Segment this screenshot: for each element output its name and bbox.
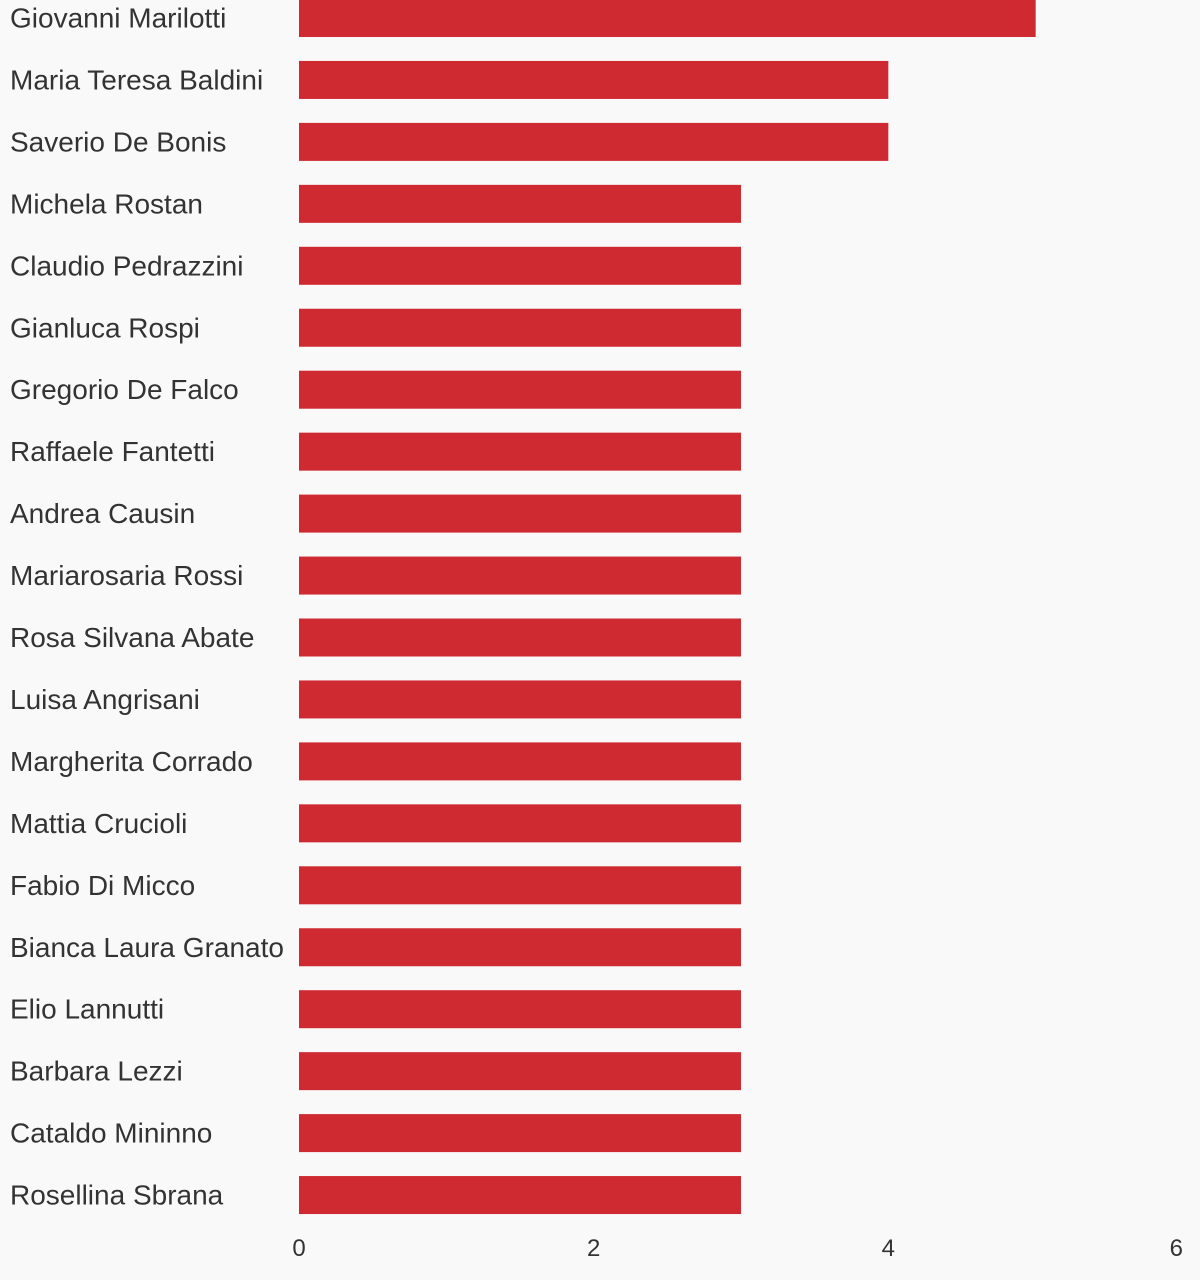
category-label: Luisa Angrisani bbox=[10, 684, 200, 715]
category-label: Andrea Causin bbox=[10, 498, 195, 529]
bar bbox=[299, 1114, 741, 1153]
bar bbox=[299, 804, 741, 843]
category-label: Raffaele Fantetti bbox=[10, 436, 215, 467]
category-labels: Giovanni Marilotti Maria Teresa Baldini Sa… bbox=[10, 3, 284, 1211]
bar bbox=[299, 246, 741, 285]
category-label: Claudio Pedrazzini bbox=[10, 250, 243, 281]
category-label: Rosellina Sbrana bbox=[10, 1180, 224, 1211]
bar bbox=[299, 1052, 741, 1091]
bar bbox=[299, 60, 889, 99]
x-tick-label: 6 bbox=[1170, 1235, 1183, 1262]
bar bbox=[299, 1176, 741, 1215]
category-label: Gregorio De Falco bbox=[10, 374, 239, 405]
bar bbox=[299, 494, 741, 533]
x-axis-ticks: 0 2 4 6 bbox=[292, 1235, 1183, 1262]
category-label: Bianca Laura Granato bbox=[10, 932, 284, 963]
category-label: Maria Teresa Baldini bbox=[10, 64, 263, 95]
bar bbox=[299, 184, 741, 223]
category-label: Rosa Silvana Abate bbox=[10, 622, 254, 653]
bar bbox=[299, 308, 741, 347]
bar bbox=[299, 866, 741, 905]
category-label: Elio Lannutti bbox=[10, 994, 164, 1025]
bar bbox=[299, 556, 741, 595]
bar bbox=[299, 370, 741, 409]
bars bbox=[299, 0, 1036, 1215]
category-label: Giovanni Marilotti bbox=[10, 3, 226, 34]
bar bbox=[299, 742, 741, 781]
bar bbox=[299, 928, 741, 967]
category-label: Michela Rostan bbox=[10, 188, 203, 219]
category-label: Margherita Corrado bbox=[10, 746, 253, 777]
category-label: Mattia Crucioli bbox=[10, 808, 187, 839]
bar bbox=[299, 122, 889, 161]
x-tick-label: 4 bbox=[882, 1235, 895, 1262]
category-label: Fabio Di Micco bbox=[10, 870, 195, 901]
x-tick-label: 2 bbox=[587, 1235, 600, 1262]
bar bbox=[299, 680, 741, 719]
category-label: Cataldo Mininno bbox=[10, 1118, 212, 1149]
bar bbox=[299, 618, 741, 657]
category-label: Saverio De Bonis bbox=[10, 126, 226, 157]
category-label: Mariarosaria Rossi bbox=[10, 560, 243, 591]
category-label: Barbara Lezzi bbox=[10, 1056, 183, 1087]
bar bbox=[299, 0, 1036, 37]
x-tick-label: 0 bbox=[292, 1235, 305, 1262]
category-label: Gianluca Rospi bbox=[10, 312, 200, 343]
bar bbox=[299, 432, 741, 471]
bar bbox=[299, 990, 741, 1029]
